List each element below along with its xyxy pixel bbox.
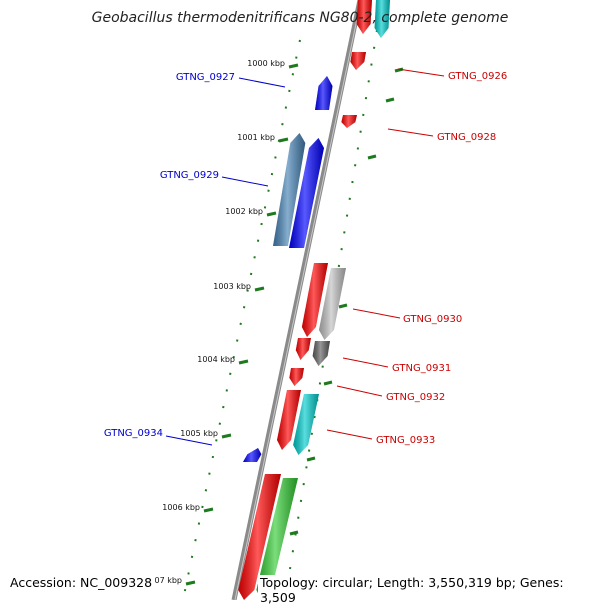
tick-label: 1004 kbp: [197, 355, 235, 364]
map-title: Geobacillus thermodenitrificans NG80-2, …: [91, 10, 509, 26]
gene-leader-line: [238, 77, 286, 88]
gene-leader-line: [397, 68, 445, 77]
genome-backbone-highlight: [234, 0, 362, 600]
gene-label[interactable]: GTNG_0926: [448, 71, 507, 82]
cds-gtng-0931-red[interactable]: [295, 338, 311, 360]
minor-tick-mark: [338, 303, 348, 309]
cds-gtng-0929-a[interactable]: [273, 133, 306, 246]
minor-tick-mark: [367, 154, 377, 160]
feature-layer: [238, 0, 390, 600]
genome-backbone: [231, 0, 363, 600]
minor-tick-mark: [306, 456, 316, 462]
cds-gtng-0931[interactable]: [312, 341, 330, 366]
cds-gtng-0928[interactable]: [341, 115, 357, 128]
tick-layer: 1000 kbp 1001 kbp 1002 kbp 1003 kbp 1004 kbp…: [144, 59, 404, 586]
tick-mark: [266, 211, 277, 217]
gene-label[interactable]: GTNG_0931: [392, 363, 451, 374]
gene-leader-line: [342, 357, 389, 368]
cds-top-red[interactable]: [356, 0, 372, 34]
tick-mark: [254, 286, 265, 292]
cds-gtng-0933[interactable]: [293, 394, 319, 455]
gene-label[interactable]: GTNG_0930: [403, 314, 462, 325]
tick-label: 1005 kbp: [180, 429, 218, 438]
cds-gtng-0927[interactable]: [315, 76, 333, 110]
cds-gtng-0932[interactable]: [289, 368, 304, 386]
tick-label: 1006 kbp: [162, 503, 200, 512]
tick-mark: [278, 137, 289, 143]
minor-tick-mark: [385, 97, 395, 103]
tick-label: 1000 kbp: [247, 59, 285, 68]
cds-gtng-0929-b[interactable]: [289, 138, 324, 248]
minor-tick-mark: [289, 530, 299, 536]
tick-mark: [238, 359, 249, 365]
ruler-inner: [182, 39, 301, 600]
topology-text: Topology: circular; Length: 3,550,319 bp…: [258, 575, 600, 605]
accession-text: Accession: NC_009328: [8, 575, 155, 590]
cds-gtng-0933-red[interactable]: [277, 390, 301, 450]
tick-label: 1003 kbp: [213, 282, 251, 291]
cds-bottom-green[interactable]: [256, 478, 298, 600]
tick-label: 1001 kbp: [237, 133, 275, 142]
tick-label: 1002 kbp: [225, 207, 263, 216]
cds-gtng-0930-red[interactable]: [301, 263, 328, 337]
gene-leader-line: [387, 128, 434, 137]
gene-label[interactable]: GTNG_0929: [160, 170, 219, 181]
cds-gtng-0926[interactable]: [350, 52, 366, 70]
tick-mark: [288, 63, 299, 69]
gene-label[interactable]: GTNG_0932: [386, 392, 445, 403]
tick-mark: [185, 580, 196, 586]
gene-leader-line: [352, 308, 401, 319]
cds-gtng-0934[interactable]: [243, 448, 262, 462]
gene-leader-line: [221, 176, 269, 187]
gene-leader-line: [326, 429, 373, 440]
cds-top-cyan[interactable]: [374, 0, 390, 38]
cds-bottom-red[interactable]: [238, 474, 281, 600]
gene-leader-line: [336, 385, 383, 397]
label-layer: GTNG_0926 GTNG_0927 GTNG_0928 GTNG_0929 GTNG…: [104, 68, 507, 446]
cds-gtng-0930[interactable]: [318, 268, 346, 340]
tick-mark: [203, 507, 214, 513]
gene-label[interactable]: GTNG_0934: [104, 428, 163, 439]
gene-label[interactable]: GTNG_0928: [437, 132, 496, 143]
gene-label[interactable]: GTNG_0933: [376, 435, 435, 446]
gene-label[interactable]: GTNG_0927: [176, 72, 235, 83]
gene-leader-line: [165, 435, 213, 446]
minor-tick-mark: [323, 380, 333, 386]
tick-mark: [221, 433, 232, 439]
tick-label: 1007 kbp: [144, 576, 182, 585]
